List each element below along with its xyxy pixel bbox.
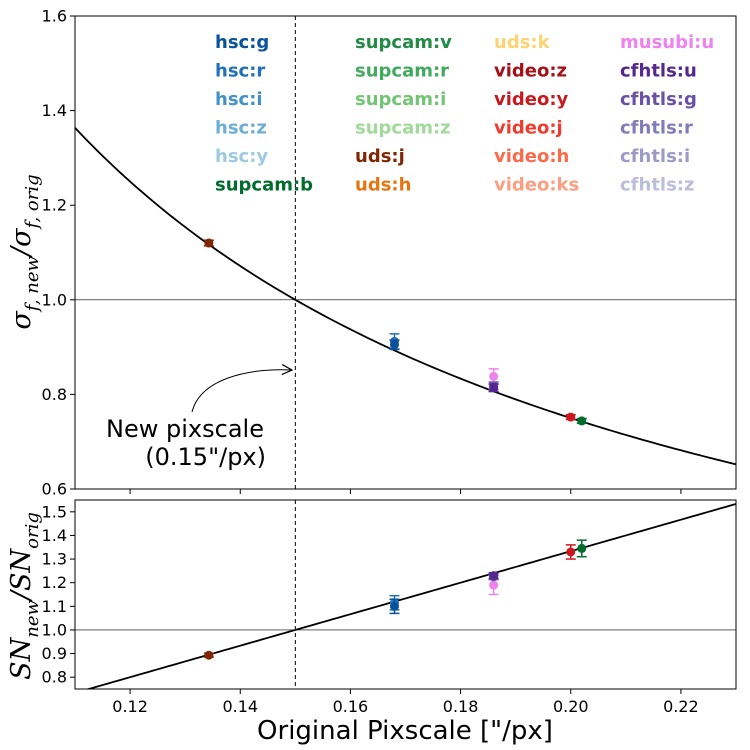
y-tick-label: 0.8 [42,385,67,404]
bottom-panel-reference-lines [75,500,736,689]
marker [577,543,587,553]
y-tick-label: 1.4 [42,101,67,120]
top-panel-frame [74,15,737,490]
top-data-point-7 [576,416,587,426]
top-panel-reference-lines [75,16,736,489]
marker [577,416,587,426]
bottom-panel-model-curve [85,503,736,689]
marker [389,340,399,350]
y-tick-label: 1.4 [42,526,67,545]
marker [489,580,499,590]
bottom-panel-data-points [203,539,587,660]
marker [566,412,576,422]
legend-entry: hsc:r [215,61,265,82]
annotation-line-2: (0.15"/px) [145,443,266,471]
legend-entry: hsc:z [215,118,267,139]
y-tick-label: 0.9 [42,644,67,663]
legend-entry: supcam:z [355,118,451,139]
x-tick-label: 0.22 [663,697,699,716]
y-tick-label: 1.3 [42,550,67,569]
marker [489,383,499,393]
legend-entry: supcam:v [355,32,452,53]
x-tick-label: 0.20 [553,697,589,716]
y-tick-label: 1.1 [42,597,67,616]
x-axis: 0.12 0.14 0.16 0.18 0.20 0.22 [112,689,699,716]
top-y-axis-title: σf, new/σf, orig [6,174,43,329]
legend-entry: hsc:i [215,89,263,110]
y-tick-label: 1.0 [42,290,67,309]
marker [566,547,576,557]
x-tick-label: 0.12 [112,697,148,716]
top-panel-y-axis: 0.6 0.8 1.0 1.2 1.4 1.6 [42,7,75,499]
bottom-data-point-5 [488,571,499,581]
top-panel-x-ticks [129,489,682,494]
bottom-data-point-2 [389,598,400,615]
y-tick-label: 0.8 [42,668,67,687]
marker [389,601,399,611]
legend-entry: uds:h [355,175,411,196]
y-tick-label: 1.5 [42,502,67,521]
y-tick-label: 0.6 [42,480,67,499]
top-data-point-2 [389,339,400,351]
bottom-curve-line [85,503,736,689]
legend-entry: video:ks [494,175,579,196]
legend-entry: musubi:u [620,32,714,53]
legend-entry: cfhtls:u [620,61,697,82]
marker [489,371,499,381]
top-data-point-6 [565,412,576,422]
top-data-point-5 [488,383,499,393]
marker [204,650,214,660]
top-data-point-0 [203,238,214,248]
bottom-y-axis-title: SNnew/SNorig [6,512,43,680]
legend-entry: supcam:i [355,89,446,110]
legend-entry: hsc:g [215,32,269,53]
legend-entry: video:z [494,61,567,82]
legend-entry: cfhtls:i [620,146,690,167]
marker [204,238,214,248]
y-tick-label: 1.2 [42,196,67,215]
annotation-line-1: New pixscale [106,415,264,443]
legend-entry: video:h [494,146,569,167]
top-panel-model-curve [75,127,736,466]
x-tick-label: 0.16 [333,697,369,716]
legend-entry: supcam:r [355,61,449,82]
bottom-panel-frame [74,499,737,690]
legend-entry: cfhtls:z [620,175,694,196]
annotation-arrow [191,370,292,413]
y-tick-label: 1.2 [42,573,67,592]
legend-entry: cfhtls:g [620,89,697,110]
legend-entry: video:y [494,89,569,110]
marker [489,571,499,581]
x-axis-title: Original Pixscale ["/px] [257,716,553,746]
legend: hsc:g hsc:r hsc:i hsc:z hsc:y supcam:b supcam:… [215,32,714,196]
bottom-data-point-6 [565,544,576,560]
legend-entry: hsc:y [215,146,268,167]
top-panel-data-points [203,238,587,426]
bottom-data-point-0 [203,650,214,660]
top-curve-line [75,127,736,466]
legend-entry: supcam:b [215,175,313,196]
pixscale-annotation: New pixscale (0.15"/px) [106,370,292,471]
legend-entry: video:j [494,118,563,139]
y-tick-label: 1.6 [42,7,67,26]
legend-entry: uds:k [494,32,551,53]
bottom-data-point-7 [576,539,587,558]
x-tick-label: 0.18 [443,697,479,716]
bottom-panel-y-axis: 0.8 0.9 1.0 1.1 1.2 1.3 1.4 1.5 [42,502,75,687]
legend-entry: uds:j [355,146,405,167]
x-tick-label: 0.14 [222,697,258,716]
legend-entry: cfhtls:r [620,118,693,139]
y-tick-label: 1.0 [42,620,67,639]
